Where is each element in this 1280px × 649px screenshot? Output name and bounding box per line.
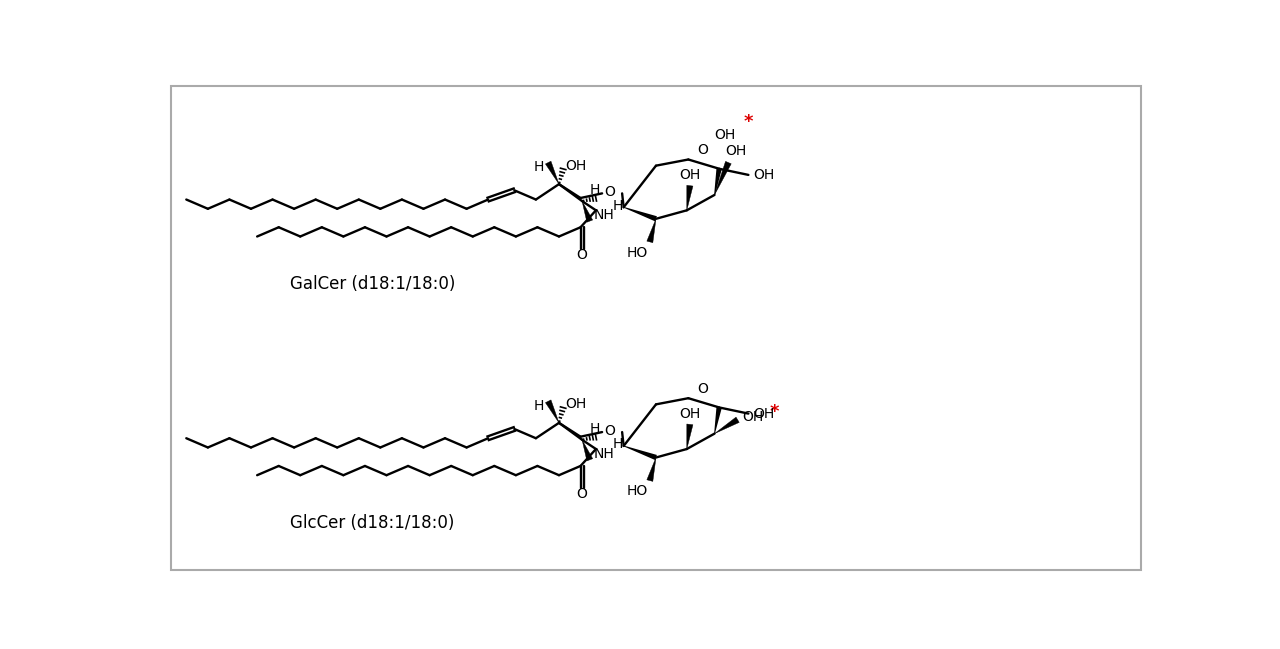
- Text: HO: HO: [627, 246, 648, 260]
- Text: O: O: [696, 382, 708, 396]
- Text: OH: OH: [753, 168, 774, 182]
- Polygon shape: [714, 417, 740, 434]
- Polygon shape: [582, 440, 593, 461]
- Text: *: *: [769, 403, 780, 421]
- Text: H: H: [612, 437, 622, 452]
- Polygon shape: [687, 424, 692, 449]
- Text: OH: OH: [714, 128, 736, 142]
- Text: OH: OH: [566, 397, 586, 411]
- Text: NH: NH: [593, 208, 614, 222]
- Polygon shape: [582, 201, 593, 222]
- Text: GalCer (d18:1/18:0): GalCer (d18:1/18:0): [291, 275, 456, 293]
- Text: OH: OH: [742, 410, 764, 424]
- Text: O: O: [577, 248, 588, 262]
- Text: OH: OH: [566, 158, 586, 173]
- Text: H: H: [534, 399, 544, 413]
- Polygon shape: [623, 207, 657, 221]
- Polygon shape: [687, 186, 692, 210]
- Text: O: O: [604, 424, 616, 437]
- Text: OH: OH: [753, 407, 774, 421]
- Polygon shape: [545, 161, 559, 184]
- Polygon shape: [714, 162, 731, 195]
- Text: O: O: [604, 185, 616, 199]
- FancyBboxPatch shape: [172, 86, 1140, 570]
- Polygon shape: [714, 168, 722, 195]
- Text: H: H: [589, 422, 599, 436]
- Text: O: O: [577, 487, 588, 500]
- Polygon shape: [714, 407, 722, 434]
- Text: HO: HO: [627, 484, 648, 498]
- Text: OH: OH: [726, 144, 746, 158]
- Polygon shape: [623, 446, 657, 460]
- Text: GlcCer (d18:1/18:0): GlcCer (d18:1/18:0): [291, 514, 454, 532]
- Polygon shape: [646, 219, 657, 243]
- Text: H: H: [534, 160, 544, 174]
- Text: O: O: [696, 143, 708, 157]
- Text: H: H: [612, 199, 622, 213]
- Text: OH: OH: [680, 407, 700, 421]
- Polygon shape: [646, 458, 657, 482]
- Polygon shape: [545, 400, 559, 423]
- Text: *: *: [744, 113, 753, 130]
- Text: H: H: [589, 183, 599, 197]
- Text: OH: OH: [680, 168, 700, 182]
- Text: NH: NH: [593, 447, 614, 461]
